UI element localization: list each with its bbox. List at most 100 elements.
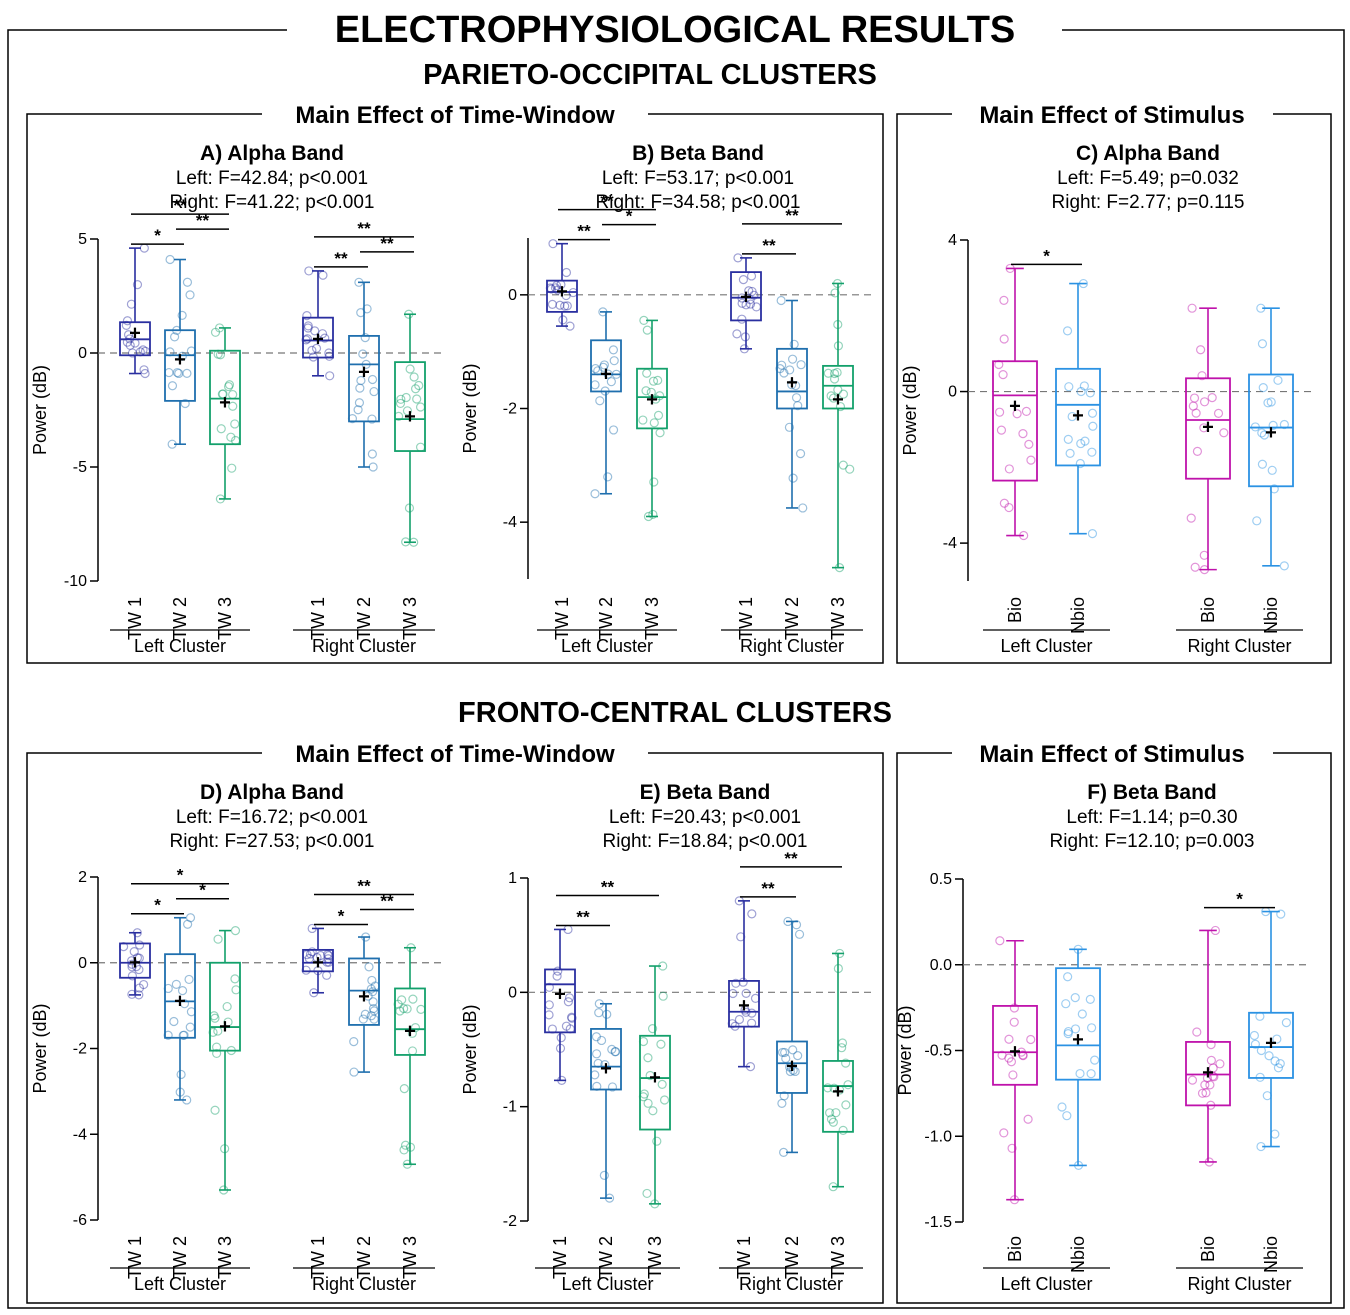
data-point <box>647 1024 658 1034</box>
data-point <box>841 1058 851 1068</box>
data-point <box>561 290 571 301</box>
data-point <box>785 1062 795 1072</box>
data-point <box>1197 371 1207 381</box>
significance-label: ** <box>173 196 187 215</box>
data-point <box>547 1024 558 1034</box>
data-point <box>1004 1053 1014 1063</box>
data-point <box>1255 1011 1265 1021</box>
mean-marker: + <box>1072 405 1084 427</box>
data-point <box>787 354 798 364</box>
data-point <box>544 982 554 992</box>
data-point <box>301 965 311 975</box>
data-point <box>734 896 744 906</box>
significance-bracket: * <box>131 226 184 245</box>
y-tick-label: -2 <box>503 401 517 418</box>
box-body <box>822 364 854 410</box>
data-point <box>1064 382 1074 392</box>
data-point <box>367 449 377 459</box>
category-label: TW 3 <box>828 1236 848 1279</box>
data-point <box>610 1047 620 1057</box>
data-point <box>1262 1091 1272 1101</box>
data-point <box>185 913 196 923</box>
data-point <box>163 983 173 994</box>
box-left-tw1: + <box>545 239 578 331</box>
data-point <box>308 352 318 362</box>
data-point <box>412 394 422 404</box>
data-point <box>179 999 190 1009</box>
data-point <box>1257 459 1268 469</box>
data-point <box>230 974 240 984</box>
data-point <box>590 489 600 499</box>
data-point <box>643 1098 653 1108</box>
data-point <box>1190 562 1200 572</box>
data-point <box>544 1000 554 1010</box>
box-right-tw3: + <box>822 278 855 573</box>
box-left-tw1: + <box>119 243 151 379</box>
y-tick-label: 0 <box>78 955 87 972</box>
mean-marker: + <box>312 952 324 974</box>
data-point <box>564 993 575 1003</box>
data-point <box>139 243 149 253</box>
y-tick-label: -4 <box>73 1126 87 1143</box>
data-point <box>230 435 241 446</box>
data-point <box>656 1039 666 1049</box>
data-point <box>311 343 322 354</box>
data-point <box>169 1016 179 1027</box>
data-point <box>370 981 380 991</box>
data-point <box>322 957 332 967</box>
data-point <box>1197 1088 1208 1098</box>
data-point <box>1199 565 1210 575</box>
group-title-time-top: Main Effect of Time-Window <box>295 102 615 129</box>
data-point <box>1186 513 1196 523</box>
box-right-tw1: + <box>301 266 335 381</box>
category-label: TW 2 <box>354 597 374 640</box>
data-point <box>734 1014 745 1025</box>
data-point <box>594 999 604 1009</box>
data-point <box>788 473 798 483</box>
data-point <box>1004 502 1014 513</box>
y-tick-label: -10 <box>64 573 87 590</box>
data-point <box>745 299 756 309</box>
data-point <box>397 995 407 1005</box>
data-point <box>1063 434 1073 444</box>
data-point <box>127 971 137 981</box>
stat-line: Right: F=18.84; p<0.001 <box>603 831 808 852</box>
data-point <box>557 1075 567 1085</box>
box-body <box>1248 1011 1294 1079</box>
data-point <box>1206 1055 1216 1065</box>
data-point <box>363 991 373 1001</box>
y-tick-label: -2 <box>73 1041 87 1058</box>
significance-bracket: ** <box>740 849 842 868</box>
data-point <box>833 385 843 395</box>
y-tick-label: 0 <box>508 287 517 304</box>
data-point <box>1191 408 1201 418</box>
data-point <box>172 367 182 378</box>
data-point <box>1263 398 1273 408</box>
data-point <box>841 1100 851 1110</box>
data-point <box>791 380 801 391</box>
group-title-stim-top: Main Effect of Stimulus <box>979 102 1244 129</box>
data-point <box>741 988 751 999</box>
data-point <box>641 386 651 396</box>
data-point <box>653 410 664 420</box>
data-point <box>556 279 566 290</box>
data-point <box>777 360 787 370</box>
data-point <box>604 1193 615 1203</box>
data-point <box>355 383 365 393</box>
data-point <box>1063 1026 1074 1037</box>
data-point <box>785 365 795 375</box>
y-tick-label: -1 <box>503 1099 517 1116</box>
data-point <box>544 1010 554 1020</box>
data-point <box>356 375 366 386</box>
data-point <box>126 299 137 309</box>
data-point <box>361 359 371 369</box>
data-point <box>178 1030 188 1041</box>
data-point <box>302 310 312 321</box>
y-axis-label: Power (dB) <box>895 1005 915 1095</box>
data-point <box>1256 303 1266 313</box>
data-point <box>1273 1063 1284 1073</box>
data-point <box>600 1060 610 1070</box>
box-body <box>1055 967 1101 1081</box>
mean-marker: + <box>129 952 141 974</box>
data-point <box>393 999 403 1009</box>
